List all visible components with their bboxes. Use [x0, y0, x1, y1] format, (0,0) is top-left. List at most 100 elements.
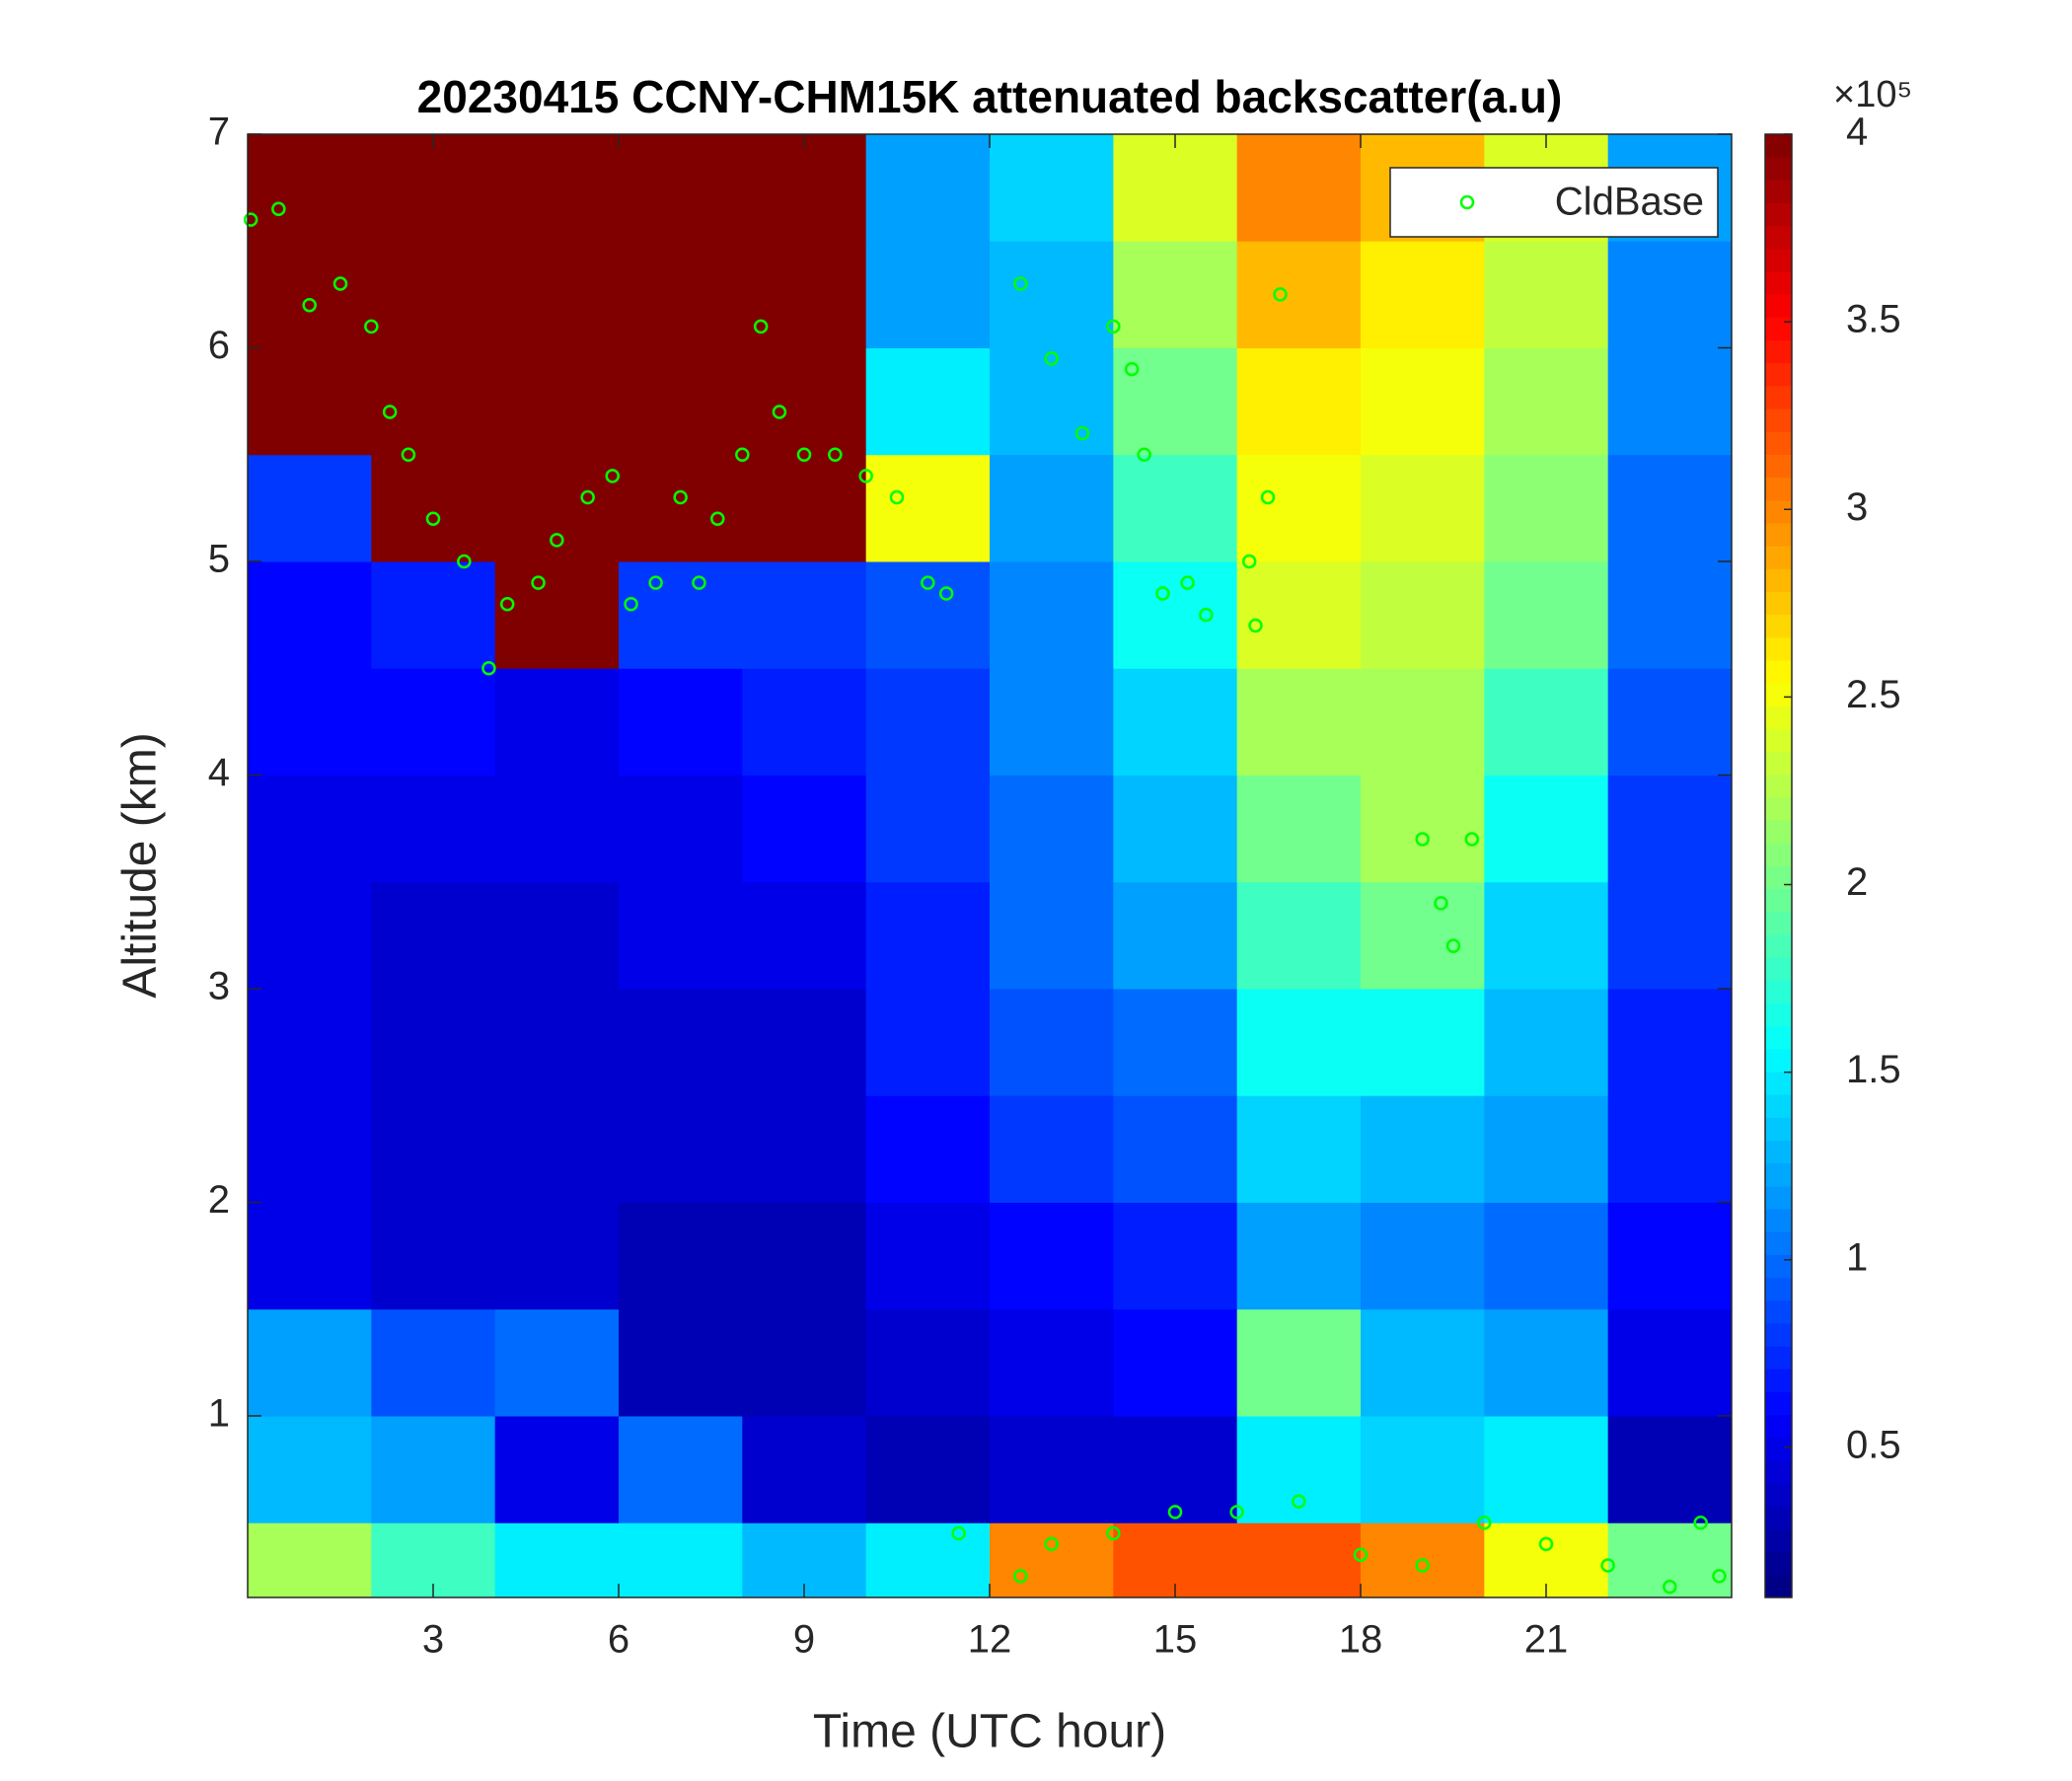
cloud-base-point [499, 597, 515, 612]
colorbar-segment [1765, 636, 1792, 661]
colorbar-segment [1765, 339, 1792, 364]
heatmap-cell [1236, 1095, 1362, 1203]
heatmap-cell [742, 881, 867, 990]
heatmap-cell [865, 1308, 991, 1417]
colorbar-segment [1765, 157, 1792, 181]
heatmap-cell [990, 668, 1114, 776]
heatmap-cell [865, 668, 991, 776]
colorbar-segment [1765, 1209, 1792, 1232]
heatmap-cell [371, 881, 496, 990]
colorbar-segment [1765, 477, 1792, 501]
heatmap-cell [1484, 347, 1609, 456]
cloud-base-point [1013, 276, 1028, 291]
heatmap-cell [1236, 775, 1362, 883]
heatmap [248, 134, 1733, 1598]
x-tick-label: 9 [793, 1618, 815, 1662]
heatmap-cell [494, 560, 620, 669]
heatmap-cell [1236, 1522, 1362, 1598]
colorbar-segment [1765, 385, 1792, 409]
x-tick-label: 15 [1153, 1618, 1198, 1662]
colorbar-segment [1765, 1551, 1792, 1576]
heatmap-cell [1113, 347, 1238, 456]
heatmap-cell [990, 1522, 1114, 1598]
colorbar-segment [1765, 1391, 1792, 1416]
colorbar-segment [1765, 362, 1792, 387]
colorbar-segment [1765, 454, 1792, 479]
heatmap-cell [248, 668, 372, 776]
heatmap-cell [248, 1095, 372, 1203]
cloud-base-point [605, 469, 620, 483]
colorbar-segment [1765, 683, 1792, 706]
heatmap-cell [248, 775, 372, 883]
heatmap-cell [1236, 1202, 1362, 1310]
heatmap-cell [1607, 1415, 1733, 1523]
colorbar-segment [1765, 1140, 1792, 1164]
colorbar-segment [1765, 659, 1792, 684]
x-tick-label: 6 [608, 1618, 629, 1662]
heatmap-cell [494, 668, 620, 776]
x-tick-label: 18 [1339, 1618, 1383, 1662]
heatmap-cell [742, 1308, 867, 1417]
heatmap-cell [619, 134, 743, 242]
cloud-base-point [1434, 896, 1448, 911]
chart-title: 20230415 CCNY-CHM15K attenuated backscat… [417, 71, 1563, 122]
heatmap-cell [742, 775, 867, 883]
cloud-base-point [673, 489, 688, 505]
cloud-base-point [1124, 361, 1140, 377]
cloud-base-point [302, 297, 317, 313]
heatmap-cell [1607, 1095, 1733, 1203]
colorbar-segment [1765, 1414, 1792, 1439]
heatmap-cell [1236, 1308, 1362, 1417]
legend-label: CldBase [1555, 181, 1704, 224]
heatmap-cell [248, 560, 372, 669]
heatmap-cell [1113, 560, 1238, 669]
heatmap-cell [1607, 1202, 1733, 1310]
colorbar-segment [1765, 843, 1792, 866]
heatmap-cell [1361, 241, 1485, 348]
heatmap-cell [865, 560, 991, 669]
colorbar-segment [1765, 546, 1792, 569]
heatmap-cell [1236, 347, 1362, 456]
colorbar-segment [1765, 1117, 1792, 1142]
colorbar-segment [1765, 408, 1792, 432]
scatter-series [243, 201, 1727, 1595]
cloud-base-point [333, 276, 348, 291]
heatmap-cell [1236, 881, 1362, 990]
colorbar-tick-label: 0.5 [1846, 1423, 1901, 1466]
colorbar-segment [1765, 911, 1792, 935]
colorbar-segment [1765, 796, 1792, 821]
colorbar-segment [1765, 1185, 1792, 1210]
heatmap-cell [990, 454, 1114, 562]
heatmap-cell [1484, 775, 1609, 883]
colorbar-segment [1765, 1459, 1792, 1484]
colorbar-segment [1765, 888, 1792, 913]
colorbar-segment [1765, 202, 1792, 227]
colorbar-segment [1765, 820, 1792, 844]
heatmap-cell [371, 775, 496, 883]
heatmap-cell [865, 454, 991, 562]
heatmap-cell [1113, 241, 1238, 348]
heatmap-cell [1113, 454, 1238, 562]
heatmap-cell [248, 881, 372, 990]
cloud-base-point [1199, 607, 1214, 623]
colorbar-segment [1765, 1002, 1792, 1027]
heatmap-cell [990, 775, 1114, 883]
y-tick-label: 5 [208, 538, 230, 581]
heatmap-cell [1361, 881, 1485, 990]
heatmap-cell [248, 134, 372, 242]
cloud-base-point [1248, 618, 1263, 633]
colorbar-segment [1765, 774, 1792, 798]
heatmap-cell [990, 881, 1114, 990]
cloud-base-point [1415, 832, 1430, 847]
colorbar-tick-label: 1 [1846, 1235, 1868, 1279]
heatmap-cell [1607, 1308, 1733, 1417]
colorbar-segment [1765, 1483, 1792, 1507]
heatmap-cell [1484, 988, 1609, 1096]
heatmap-cell [1236, 1415, 1362, 1523]
heatmap-cell [1484, 1202, 1609, 1310]
colorbar-tick-label: 3.5 [1846, 298, 1901, 341]
cloud-base-point [1044, 1536, 1059, 1552]
cloud-base-point [921, 575, 935, 590]
heatmap-cell [494, 1095, 620, 1203]
heatmap-cell [1607, 775, 1733, 883]
